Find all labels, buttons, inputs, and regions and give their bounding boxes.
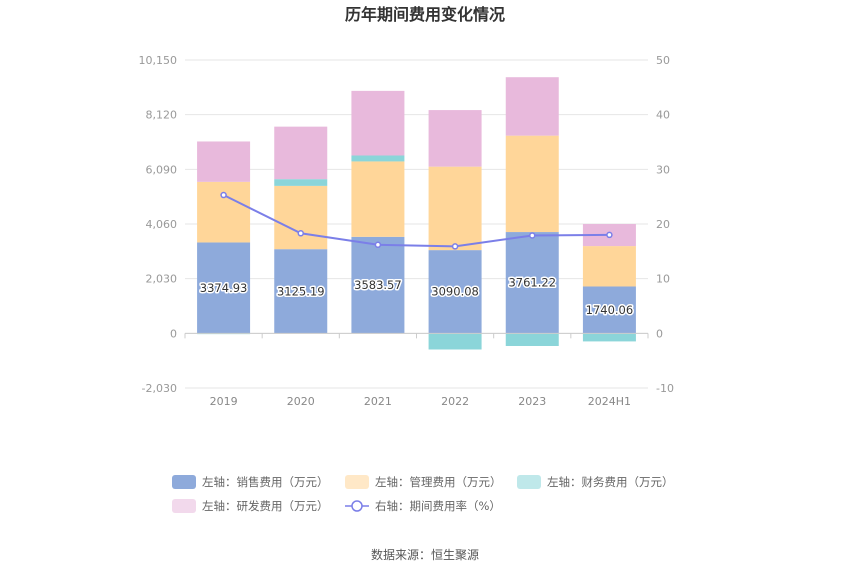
left-tick-label: 10,150 bbox=[139, 54, 178, 67]
x-tick-label: 2023 bbox=[518, 395, 546, 408]
line-point bbox=[451, 243, 459, 250]
bar bbox=[274, 179, 328, 186]
line-point bbox=[220, 191, 227, 199]
right-tick-label: 30 bbox=[656, 163, 670, 176]
right-tick-label: 40 bbox=[656, 109, 670, 122]
legend-label: 右轴：期间费用率（%） bbox=[375, 499, 501, 513]
bar bbox=[428, 110, 482, 167]
left-tick-label: 2,030 bbox=[146, 273, 178, 286]
data-label: 3090.08 bbox=[431, 285, 479, 299]
legend-label: 左轴：研发费用（万元） bbox=[202, 499, 329, 513]
bar bbox=[505, 135, 559, 233]
chart-title: 历年期间费用变化情况 bbox=[345, 5, 505, 24]
legend-marker bbox=[351, 500, 363, 512]
bar bbox=[197, 242, 251, 334]
data-label: 3761.22 bbox=[508, 276, 556, 290]
bar bbox=[582, 286, 636, 334]
gridlines bbox=[185, 59, 648, 389]
line-point bbox=[374, 241, 382, 249]
bar bbox=[351, 161, 405, 237]
x-tick-label: 2021 bbox=[364, 395, 392, 408]
left-tick-label: 0 bbox=[170, 327, 177, 340]
line-point bbox=[606, 231, 613, 239]
bar bbox=[274, 249, 328, 334]
bar bbox=[274, 126, 328, 180]
left-tick-label: -2,030 bbox=[142, 382, 177, 395]
legend-swatch bbox=[345, 475, 369, 489]
legend-item: 右轴：期间费用率（%） bbox=[345, 499, 501, 513]
bar bbox=[505, 232, 559, 334]
legend-item: 左轴：研发费用（万元） bbox=[172, 499, 329, 513]
right-tick-label: 0 bbox=[656, 327, 663, 340]
left-tick-label: 4,060 bbox=[146, 218, 178, 231]
bar bbox=[428, 166, 482, 251]
legend-item: 左轴：管理费用（万元） bbox=[345, 475, 502, 489]
legend-label: 左轴：销售费用（万元） bbox=[202, 475, 329, 489]
left-tick-label: 8,120 bbox=[146, 109, 178, 122]
data-labels: 3374.93 3125.19 3583.57 3090.08 3761.22 1740.… bbox=[198, 274, 634, 318]
left-tick-label: 6,090 bbox=[146, 163, 178, 176]
legend-swatch bbox=[517, 475, 541, 489]
line-path bbox=[223, 194, 610, 248]
legend-item: 左轴：销售费用（万元） bbox=[172, 475, 329, 489]
legend-label: 左轴：财务费用（万元） bbox=[547, 475, 674, 489]
right-axis-ticks: -10 0 10 20 30 40 50 bbox=[656, 54, 674, 395]
x-tick-label: 2019 bbox=[210, 395, 238, 408]
x-axis-ticks: 2019 2020 2021 2022 2023 2024H1 bbox=[184, 332, 649, 408]
right-tick-label: 50 bbox=[656, 54, 670, 67]
source-label: 数据来源：恒生聚源 bbox=[371, 547, 479, 562]
bar bbox=[505, 333, 559, 346]
legend-label: 左轴：管理费用（万元） bbox=[375, 475, 502, 489]
legend-swatch bbox=[172, 475, 196, 489]
legend: 左轴：销售费用（万元） 左轴：管理费用（万元） 左轴：财务费用（万元） 左轴：研发费用… bbox=[172, 475, 674, 513]
right-tick-label: 20 bbox=[656, 218, 670, 231]
bar bbox=[351, 155, 405, 162]
bar bbox=[582, 333, 636, 342]
bar bbox=[582, 246, 636, 287]
bar-series bbox=[197, 77, 636, 350]
line-series bbox=[220, 191, 613, 250]
data-label: 3583.57 bbox=[354, 278, 402, 292]
x-tick-label: 2022 bbox=[441, 395, 469, 408]
data-label: 1740.06 bbox=[586, 303, 634, 317]
right-tick-label: 10 bbox=[656, 273, 670, 286]
bar bbox=[351, 90, 405, 156]
bar bbox=[428, 333, 482, 350]
bar bbox=[197, 141, 251, 182]
bar bbox=[197, 181, 251, 243]
x-tick-label: 2024H1 bbox=[588, 395, 631, 408]
right-tick-label: -10 bbox=[656, 382, 674, 395]
legend-item: 左轴：财务费用（万元） bbox=[517, 475, 674, 489]
x-tick-label: 2020 bbox=[287, 395, 315, 408]
line-point bbox=[297, 230, 304, 237]
data-label: 3374.93 bbox=[200, 281, 248, 295]
data-label: 3125.19 bbox=[277, 284, 325, 298]
bar bbox=[505, 77, 559, 136]
legend-swatch bbox=[172, 499, 196, 513]
bar bbox=[274, 185, 328, 250]
bar bbox=[428, 250, 482, 334]
left-axis-ticks: -2,030 0 2,030 4,060 6,090 8,120 10,150 bbox=[139, 54, 178, 395]
bar bbox=[351, 236, 405, 334]
line-point bbox=[529, 232, 536, 239]
